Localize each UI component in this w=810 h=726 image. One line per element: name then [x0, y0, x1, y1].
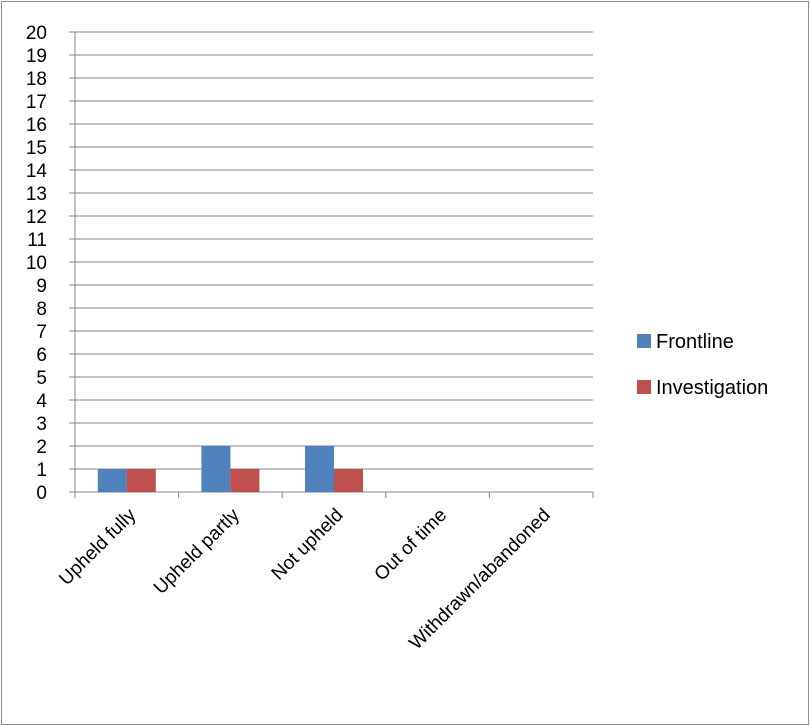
- y-tick-label: 17: [26, 92, 47, 113]
- y-tick-label: 9: [36, 276, 47, 297]
- y-tick-label: 18: [26, 69, 47, 90]
- y-tick-label: 5: [36, 368, 47, 389]
- y-tick-label: 14: [26, 161, 48, 182]
- y-tick-label: 13: [26, 184, 47, 205]
- y-tick-label: 7: [36, 322, 47, 343]
- x-tick-label: Not upheld: [268, 505, 348, 585]
- legend-label: Frontline: [656, 331, 734, 353]
- bar-investigation: [230, 469, 260, 492]
- legend-swatch-frontline: [637, 334, 651, 348]
- y-tick-label: 4: [36, 391, 47, 412]
- grid-lines: [75, 31, 593, 470]
- x-tick-label: Out of time: [371, 505, 452, 586]
- y-tick-label: 15: [26, 138, 47, 159]
- bar-frontline: [201, 446, 231, 492]
- y-tick-label: 20: [26, 23, 47, 44]
- legend-swatch-investigation: [637, 380, 651, 394]
- legend: Frontline Investigation: [637, 331, 768, 399]
- x-tick-label: Upheld partly: [150, 504, 244, 598]
- y-tick-label: 11: [27, 230, 47, 251]
- y-tick-label: 2: [36, 437, 47, 458]
- y-tick-label: 3: [36, 414, 47, 435]
- bar-investigation: [334, 469, 363, 492]
- x-axis-ticks: Upheld fully Upheld partly Not upheld Out o…: [55, 492, 594, 654]
- bar-frontline: [97, 469, 127, 492]
- y-tick-label: 8: [36, 299, 47, 320]
- y-tick-label: 12: [26, 207, 47, 228]
- bars: [97, 446, 363, 492]
- bar-frontline: [305, 446, 334, 492]
- y-tick-label: 0: [36, 483, 47, 504]
- y-tick-label: 16: [26, 115, 47, 136]
- y-tick-label: 6: [36, 345, 47, 366]
- y-tick-label: 10: [26, 253, 47, 274]
- legend-label: Investigation: [656, 377, 768, 399]
- y-tick-label: 19: [26, 46, 47, 67]
- x-tick-label: Upheld fully: [55, 504, 140, 589]
- bar-investigation: [126, 469, 156, 492]
- y-tick-label: 1: [36, 460, 47, 481]
